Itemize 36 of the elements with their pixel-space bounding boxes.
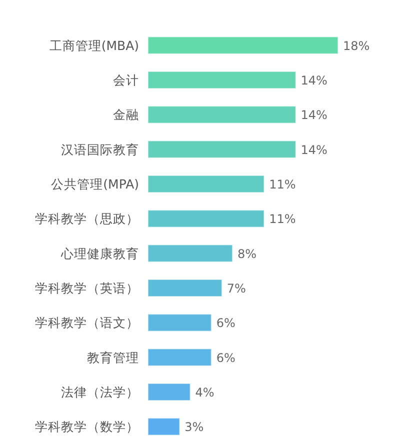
- y-tick-label: 学科教学（思政）: [35, 211, 139, 226]
- bar: [148, 244, 233, 262]
- data-label: 11%: [269, 212, 296, 226]
- y-tick-label: 心理健康教育: [60, 246, 139, 261]
- y-tick-label: 公共管理(MPA): [51, 176, 139, 192]
- bar: [148, 348, 212, 366]
- y-tick-label: 工商管理(MBA): [49, 38, 139, 53]
- y-tick-label: 教育管理: [87, 350, 139, 365]
- bar: [148, 314, 212, 332]
- bar: [148, 71, 296, 89]
- data-label: 6%: [216, 316, 236, 330]
- bar: [148, 106, 296, 124]
- bar: [148, 418, 180, 436]
- data-label: 7%: [226, 282, 246, 296]
- data-label: 6%: [216, 350, 236, 365]
- bar: [148, 175, 265, 193]
- y-tick-label: 学科教学（英语）: [35, 280, 139, 296]
- data-label: 14%: [300, 108, 328, 122]
- data-label: 14%: [300, 74, 328, 88]
- data-label: 14%: [300, 142, 328, 157]
- y-tick-label: 汉语国际教育: [61, 142, 139, 157]
- bar: [148, 140, 296, 158]
- bar: [148, 383, 191, 401]
- bar: [148, 36, 338, 54]
- bar: [148, 210, 265, 228]
- bar: [148, 279, 222, 297]
- data-label: 8%: [237, 246, 256, 261]
- data-label: 3%: [184, 420, 204, 434]
- y-tick-label: 金融: [113, 107, 139, 122]
- y-tick-label: 学科教学（语文）: [35, 315, 139, 330]
- data-label: 18%: [343, 38, 370, 53]
- y-tick-label: 法律（法学）: [61, 384, 139, 400]
- y-tick-label: 学科教学（数学）: [35, 419, 139, 434]
- y-tick-label: 会计: [113, 72, 139, 88]
- data-label: 11%: [269, 178, 296, 192]
- data-label: 4%: [195, 386, 214, 400]
